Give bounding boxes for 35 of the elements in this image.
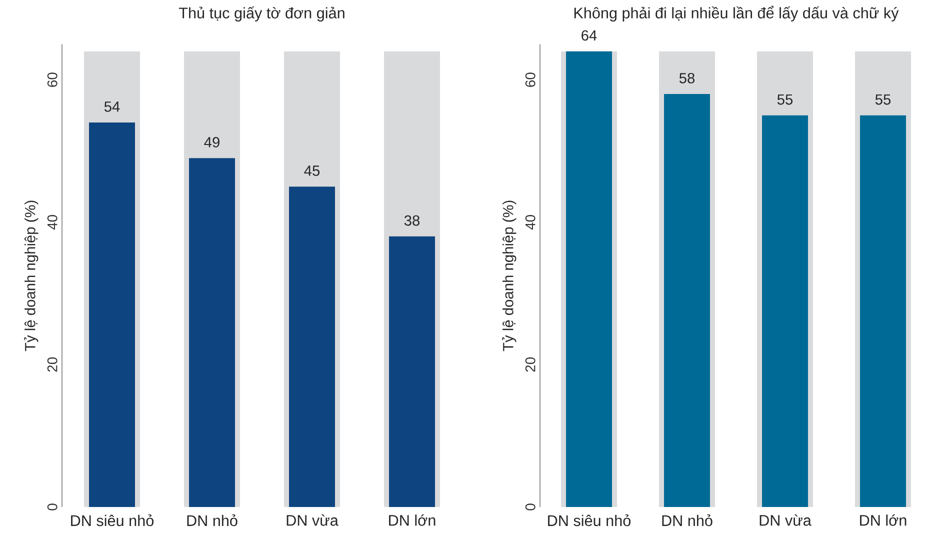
y-axis-title: Tỷ lệ doanh nghiệp (%)	[502, 200, 516, 352]
y-axis-title: Tỷ lệ doanh nghiệp (%)	[24, 200, 38, 352]
bar	[389, 236, 436, 507]
bar	[89, 122, 135, 507]
y-tick-label: 20	[47, 357, 58, 372]
data-label: 55	[777, 94, 793, 105]
data-label: 64	[582, 30, 597, 41]
x-tick-label: DN lớn	[860, 514, 906, 526]
data-label: 58	[679, 72, 695, 84]
y-tick-label: 0	[47, 504, 58, 510]
x-tick-label: DN vừa	[760, 514, 812, 526]
data-label: 49	[204, 137, 220, 148]
y-tick-label: 60	[47, 72, 58, 87]
x-tick-label: DN siêu nhỏ	[548, 514, 631, 526]
bar	[289, 186, 336, 507]
y-tick-label: 40	[525, 214, 536, 230]
bar	[664, 94, 710, 507]
x-tick-label: DN nhỏ	[662, 514, 712, 526]
data-label: 45	[304, 166, 320, 176]
chart-title: Thủ tục giấy tờ đơn giản	[178, 6, 344, 22]
y-tick-label: 40	[47, 214, 58, 230]
chart-title: Không phải đi lại nhiều lần để lấy dấu và chữ ký	[574, 6, 899, 22]
x-tick-label: DN lớn	[389, 514, 436, 526]
x-tick-label: DN vừa	[286, 514, 338, 526]
data-label: 54	[104, 102, 120, 112]
y-tick-label: 60	[525, 72, 536, 87]
x-tick-label: DN nhỏ	[187, 514, 238, 526]
bar	[860, 115, 906, 507]
y-tick-label: 20	[525, 357, 536, 372]
bar	[762, 115, 808, 507]
data-label: 55	[875, 94, 891, 105]
y-tick-label: 0	[525, 504, 536, 510]
data-label: 38	[404, 215, 420, 226]
bar	[189, 158, 236, 507]
x-tick-label: DN siêu nhỏ	[71, 514, 154, 526]
